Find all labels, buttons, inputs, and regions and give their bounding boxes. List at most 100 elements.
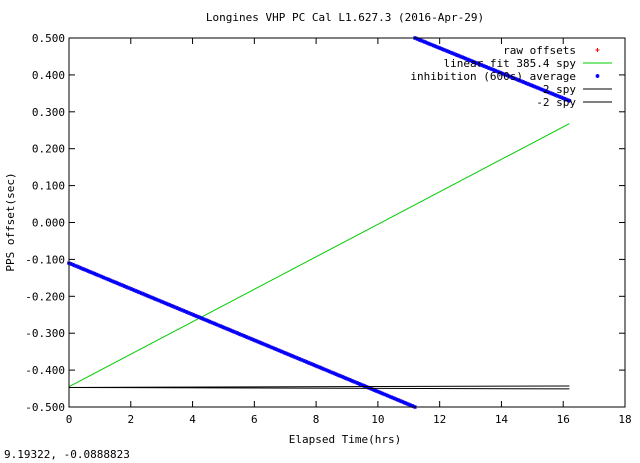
data-point (173, 305, 178, 310)
y-tick-label: 0.400 (32, 69, 65, 82)
data-point (106, 277, 111, 282)
data-point (477, 62, 482, 67)
data-point (539, 87, 544, 92)
data-point (159, 299, 164, 304)
data-point (110, 279, 115, 284)
data-point (475, 61, 480, 66)
data-point (339, 374, 344, 379)
y-tick-label: -0.400 (25, 364, 65, 377)
data-point (489, 66, 494, 71)
data-point (223, 326, 228, 331)
data-point (80, 266, 85, 271)
data-point (136, 289, 141, 294)
x-tick-label: 18 (618, 413, 631, 426)
data-point (297, 357, 302, 362)
data-point (408, 403, 413, 408)
data-point (431, 43, 436, 48)
data-point (332, 371, 337, 376)
data-point (269, 345, 274, 350)
data-point (198, 315, 203, 320)
data-point (154, 297, 159, 302)
data-point (166, 302, 171, 307)
data-point (521, 80, 526, 85)
data-point (239, 333, 244, 338)
data-point (382, 392, 387, 397)
data-point (415, 36, 420, 41)
data-point (456, 53, 461, 58)
data-point (438, 46, 443, 51)
data-point (336, 373, 341, 378)
data-point (265, 343, 270, 348)
data-point (71, 263, 76, 268)
data-point (320, 366, 325, 371)
data-point (147, 294, 152, 299)
data-point (180, 308, 185, 313)
data-point (203, 317, 208, 322)
data-point (260, 341, 265, 346)
data-point (454, 52, 459, 57)
data-point (426, 41, 431, 46)
data-point (348, 378, 353, 383)
data-point (209, 320, 214, 325)
data-point (200, 316, 205, 321)
data-point (237, 332, 242, 337)
data-point (479, 63, 484, 68)
data-point (385, 393, 390, 398)
data-point (295, 356, 300, 361)
data-point (472, 60, 477, 65)
data-point (318, 365, 323, 370)
data-point (505, 73, 510, 78)
data-point (433, 44, 438, 49)
data-point (410, 404, 415, 409)
data-point (532, 84, 537, 89)
data-point (470, 59, 475, 64)
data-point (293, 355, 298, 360)
data-point (491, 67, 496, 72)
data-point (502, 72, 507, 77)
data-point (565, 97, 570, 102)
data-point (493, 68, 498, 73)
y-tick-label: 0.300 (32, 106, 65, 119)
data-point (316, 364, 321, 369)
data-point (117, 282, 122, 287)
x-tick-label: 0 (66, 413, 73, 426)
y-tick-label: -0.200 (25, 290, 65, 303)
legend-sample (595, 74, 600, 78)
data-point (191, 312, 196, 317)
series-0 (67, 36, 572, 409)
data-point (138, 290, 143, 295)
x-tick-label: 6 (251, 413, 258, 426)
data-point (170, 304, 175, 309)
data-point (334, 372, 339, 377)
data-point (226, 327, 231, 332)
data-point (189, 311, 194, 316)
data-point (447, 50, 452, 55)
data-point (424, 40, 429, 45)
data-point (528, 82, 533, 87)
data-point (83, 267, 88, 272)
y-tick-label: 0.100 (32, 180, 65, 193)
series-4 (68, 386, 570, 390)
legend-entry-label: inhibition (600s) average (410, 70, 576, 83)
data-point (560, 95, 565, 100)
data-point (145, 293, 150, 298)
data-point (113, 280, 118, 285)
data-point (394, 397, 399, 402)
data-point (509, 75, 514, 80)
data-point (279, 349, 284, 354)
data-point (69, 262, 74, 267)
data-point (323, 367, 328, 372)
data-point (518, 79, 523, 84)
data-point (329, 370, 334, 375)
data-point (156, 298, 161, 303)
data-point (258, 340, 263, 345)
data-point (422, 39, 427, 44)
series-line (68, 123, 570, 388)
data-point (406, 402, 411, 407)
data-point (103, 276, 108, 281)
data-point (359, 382, 364, 387)
data-point (216, 323, 221, 328)
data-point (129, 286, 134, 291)
data-point (546, 90, 551, 95)
data-point (87, 269, 92, 274)
